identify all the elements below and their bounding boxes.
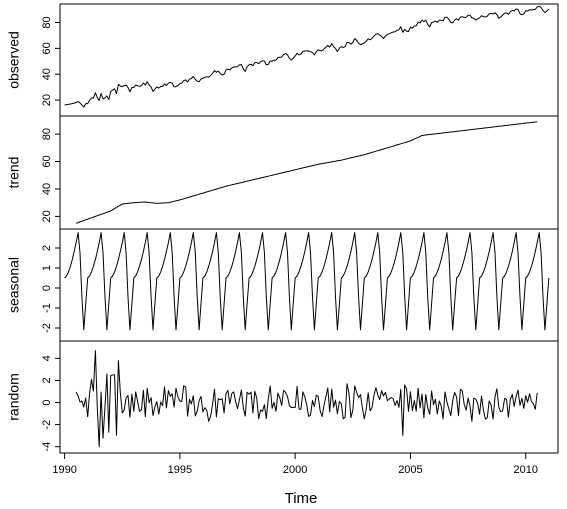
y-axis-title-trend: trend <box>6 157 22 189</box>
panel-trend: 20 40 60 80 trend <box>6 115 559 230</box>
panel-seasonal: -2 -1 0 1 2 seasonal <box>6 228 559 342</box>
y-tick-label: 60 <box>41 155 53 167</box>
y-tick-label: -4 <box>41 442 53 452</box>
y-axis-title-random: random <box>6 373 22 420</box>
panel-frame-observed <box>59 3 559 117</box>
y-tick-label: -1 <box>41 303 53 313</box>
y-tick-label: 4 <box>41 355 53 361</box>
y-tick-label: 60 <box>41 42 53 54</box>
panel-random: -4 -2 0 2 4 random <box>6 340 559 454</box>
x-tick-label: 2000 <box>283 464 307 476</box>
x-tick-label: 1990 <box>52 464 76 476</box>
y-tick-label: 20 <box>41 210 53 222</box>
y-tick-label: 2 <box>41 377 53 383</box>
series-line-seasonal <box>64 232 550 331</box>
panel-frame-trend <box>59 115 559 230</box>
panel-frame-random <box>59 340 559 454</box>
panel-frame-seasonal <box>59 228 559 342</box>
y-tick-label: 2 <box>41 245 53 251</box>
y-tick-label: 20 <box>41 94 53 106</box>
y-axis-title-seasonal: seasonal <box>6 257 22 313</box>
x-axis: 1990 1995 2000 2005 2010 <box>52 453 538 476</box>
y-tick-label: 80 <box>41 128 53 140</box>
y-tick-label: 1 <box>41 265 53 271</box>
y-tick-label: -2 <box>41 420 53 430</box>
panels-group: 20406080observed20406080trend-2-1012seas… <box>6 3 559 454</box>
y-tick-label: -2 <box>41 323 53 333</box>
x-tick-label: 2005 <box>398 464 422 476</box>
y-tick-label: 0 <box>41 399 53 405</box>
series-line-random <box>75 350 538 448</box>
x-tick-label: 2010 <box>513 464 537 476</box>
x-tick-label: 1995 <box>168 464 192 476</box>
y-tick-label: 0 <box>41 285 53 291</box>
series-line-observed <box>64 5 550 108</box>
panel-observed: 20 40 60 80 observed <box>6 3 559 117</box>
y-tick-label: 40 <box>41 68 53 80</box>
y-axis-title-observed: observed <box>6 31 22 89</box>
y-tick-label: 40 <box>41 183 53 195</box>
x-axis-title: Time <box>285 490 318 507</box>
y-tick-label: 80 <box>41 16 53 28</box>
series-line-trend <box>75 121 538 224</box>
